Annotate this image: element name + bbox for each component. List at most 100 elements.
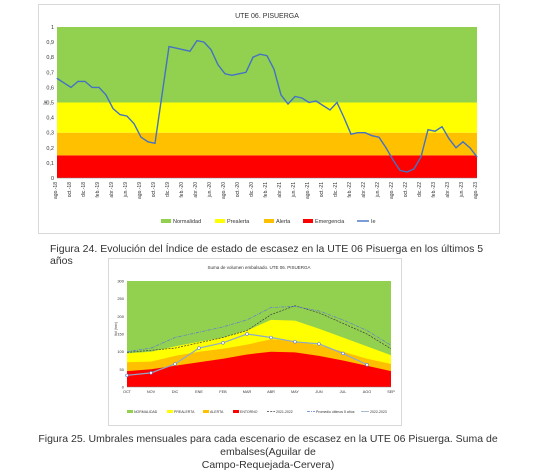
area-emergencia (127, 351, 391, 387)
x-tick-label: jun.-19 (123, 182, 129, 199)
ie-point (329, 109, 331, 111)
band-prealerta (57, 102, 477, 133)
point-2022-2023 (341, 351, 345, 356)
ie-point (98, 86, 100, 88)
y-tick-label: 0,7 (46, 70, 54, 76)
legend-entry: Emergencia (315, 219, 345, 225)
ie-point (217, 64, 219, 66)
ie-point (357, 132, 359, 134)
y-tick-label: 50 (120, 367, 125, 372)
ie-point (140, 136, 142, 138)
ie-chart-svg: UTE 06. PISUERGA 0 0,1 0,2 0,3 0,4 0,5 0,6 0,7 0,… (43, 13, 479, 225)
ie-chart-title: UTE 06. PISUERGA (235, 13, 299, 20)
x-tick-label: dic.-18 (81, 182, 87, 197)
x-tick-label: feb.-22 (347, 182, 353, 198)
point-2022-2023 (125, 373, 129, 378)
ie-chart: UTE 06. PISUERGA 0 0,1 0,2 0,3 0,4 0,5 0,6 0,7 0,… (38, 4, 500, 234)
ie-point (77, 80, 79, 82)
x-tick-label: SEP (387, 390, 395, 394)
series-line-2021-2022 (126, 305, 392, 353)
legend-entry: Promedio últimos 5 años (316, 410, 355, 414)
legend-swatch-0 (161, 219, 171, 223)
point-2022-2023 (173, 362, 177, 366)
x-tick-label: abr.-20 (193, 182, 199, 198)
ie-point (84, 80, 86, 82)
x-tick-label: MAR (243, 390, 252, 394)
x-tick-label: feb.-23 (431, 182, 437, 198)
ie-point (70, 86, 72, 88)
ie-point (434, 130, 436, 132)
x-tick-label: NOV (147, 390, 156, 394)
y-tick-label: 100 (117, 349, 124, 354)
y-tick-label: 0,6 (46, 85, 54, 91)
ie-point (133, 123, 135, 125)
ie-point (224, 73, 226, 75)
x-tick-label: jun.-20 (207, 182, 213, 199)
legend-swatch-2 (264, 219, 274, 223)
ie-point (119, 114, 121, 116)
ie-point (462, 141, 464, 143)
ie-point (266, 55, 268, 57)
y-tick-label: 0 (122, 385, 125, 390)
y-tick-label: 150 (117, 332, 124, 337)
x-tick-label: ago.-23 (473, 182, 479, 199)
ie-point (252, 56, 254, 58)
x-tick-label: oct.-21 (319, 182, 325, 198)
x-tick-label: ABR (267, 390, 275, 394)
y-tick-label: 0,3 (46, 131, 54, 137)
ie-point (56, 77, 58, 79)
point-2022-2023 (365, 363, 369, 367)
x-tick-label: ago.-19 (137, 182, 143, 199)
x-tick-label: ago.-22 (389, 182, 395, 199)
ie-point (231, 74, 233, 76)
x-tick-label: dic.-20 (249, 182, 255, 197)
x-tick-label: feb.-19 (95, 182, 101, 198)
x-tick-label: jun.-21 (291, 182, 297, 199)
x-tick-label: dic.-19 (165, 182, 171, 197)
figure-24-caption: Figura 24. Evolución del Índice de estad… (50, 243, 484, 267)
point-2022-2023 (269, 335, 273, 340)
reservoir-chart-svg: Suma de volumen embalsado. UTE 06. PISUE… (114, 265, 395, 414)
x-tick-label: OCT (123, 390, 132, 394)
x-tick-label: MAY (291, 390, 299, 394)
point-2022-2023 (245, 332, 249, 336)
ie-point (294, 95, 296, 97)
ie-point (126, 115, 128, 117)
ie-point (280, 94, 282, 96)
legend-entry: Alerta (276, 219, 291, 225)
x-tick-label: abr.-23 (445, 182, 451, 198)
point-2022-2023 (149, 371, 153, 375)
y-tick-label: 0 (51, 176, 54, 182)
ie-point (427, 129, 429, 131)
ie-point (196, 40, 198, 42)
point-2022-2023 (317, 342, 321, 346)
x-tick-label: oct.-19 (151, 182, 157, 198)
y-tick-label: 0,5 (46, 101, 54, 107)
y-tick-label: 1 (51, 25, 54, 31)
band-alerta (57, 132, 477, 156)
legend-entry: NORMALIDAD (134, 410, 158, 414)
x-tick-label: DIC (172, 390, 179, 394)
y-tick-label: 0,4 (46, 116, 54, 122)
legend-entry: Normalidad (173, 219, 201, 225)
x-tick-label: FEB (219, 390, 227, 394)
ie-point (406, 171, 408, 173)
x-tick-label: oct.-18 (67, 182, 73, 198)
x-tick-label: abr.-22 (361, 182, 367, 198)
legend-entry: 2022-2023 (370, 410, 387, 414)
legend-entry: ALERTA (210, 410, 224, 414)
ie-point (63, 82, 65, 84)
y-tick-label: 200 (117, 314, 124, 319)
x-tick-label: JUN (315, 390, 323, 394)
legend-entry: 2021-2022 (276, 410, 293, 414)
ie-point (322, 105, 324, 107)
band-normalidad (57, 27, 477, 103)
ie-point (189, 50, 191, 52)
figure-25-caption: Figura 25. Umbrales mensuales para cada … (6, 433, 530, 472)
legend-swatch-3 (233, 410, 239, 413)
ie-point (413, 168, 415, 170)
x-tick-label: JUL (340, 390, 347, 394)
reservoir-chart-title: Suma de volumen embalsado. UTE 06. PISUE… (207, 265, 310, 270)
y-axis-label: Ie (43, 100, 49, 105)
legend-entry: Ie (371, 219, 376, 225)
